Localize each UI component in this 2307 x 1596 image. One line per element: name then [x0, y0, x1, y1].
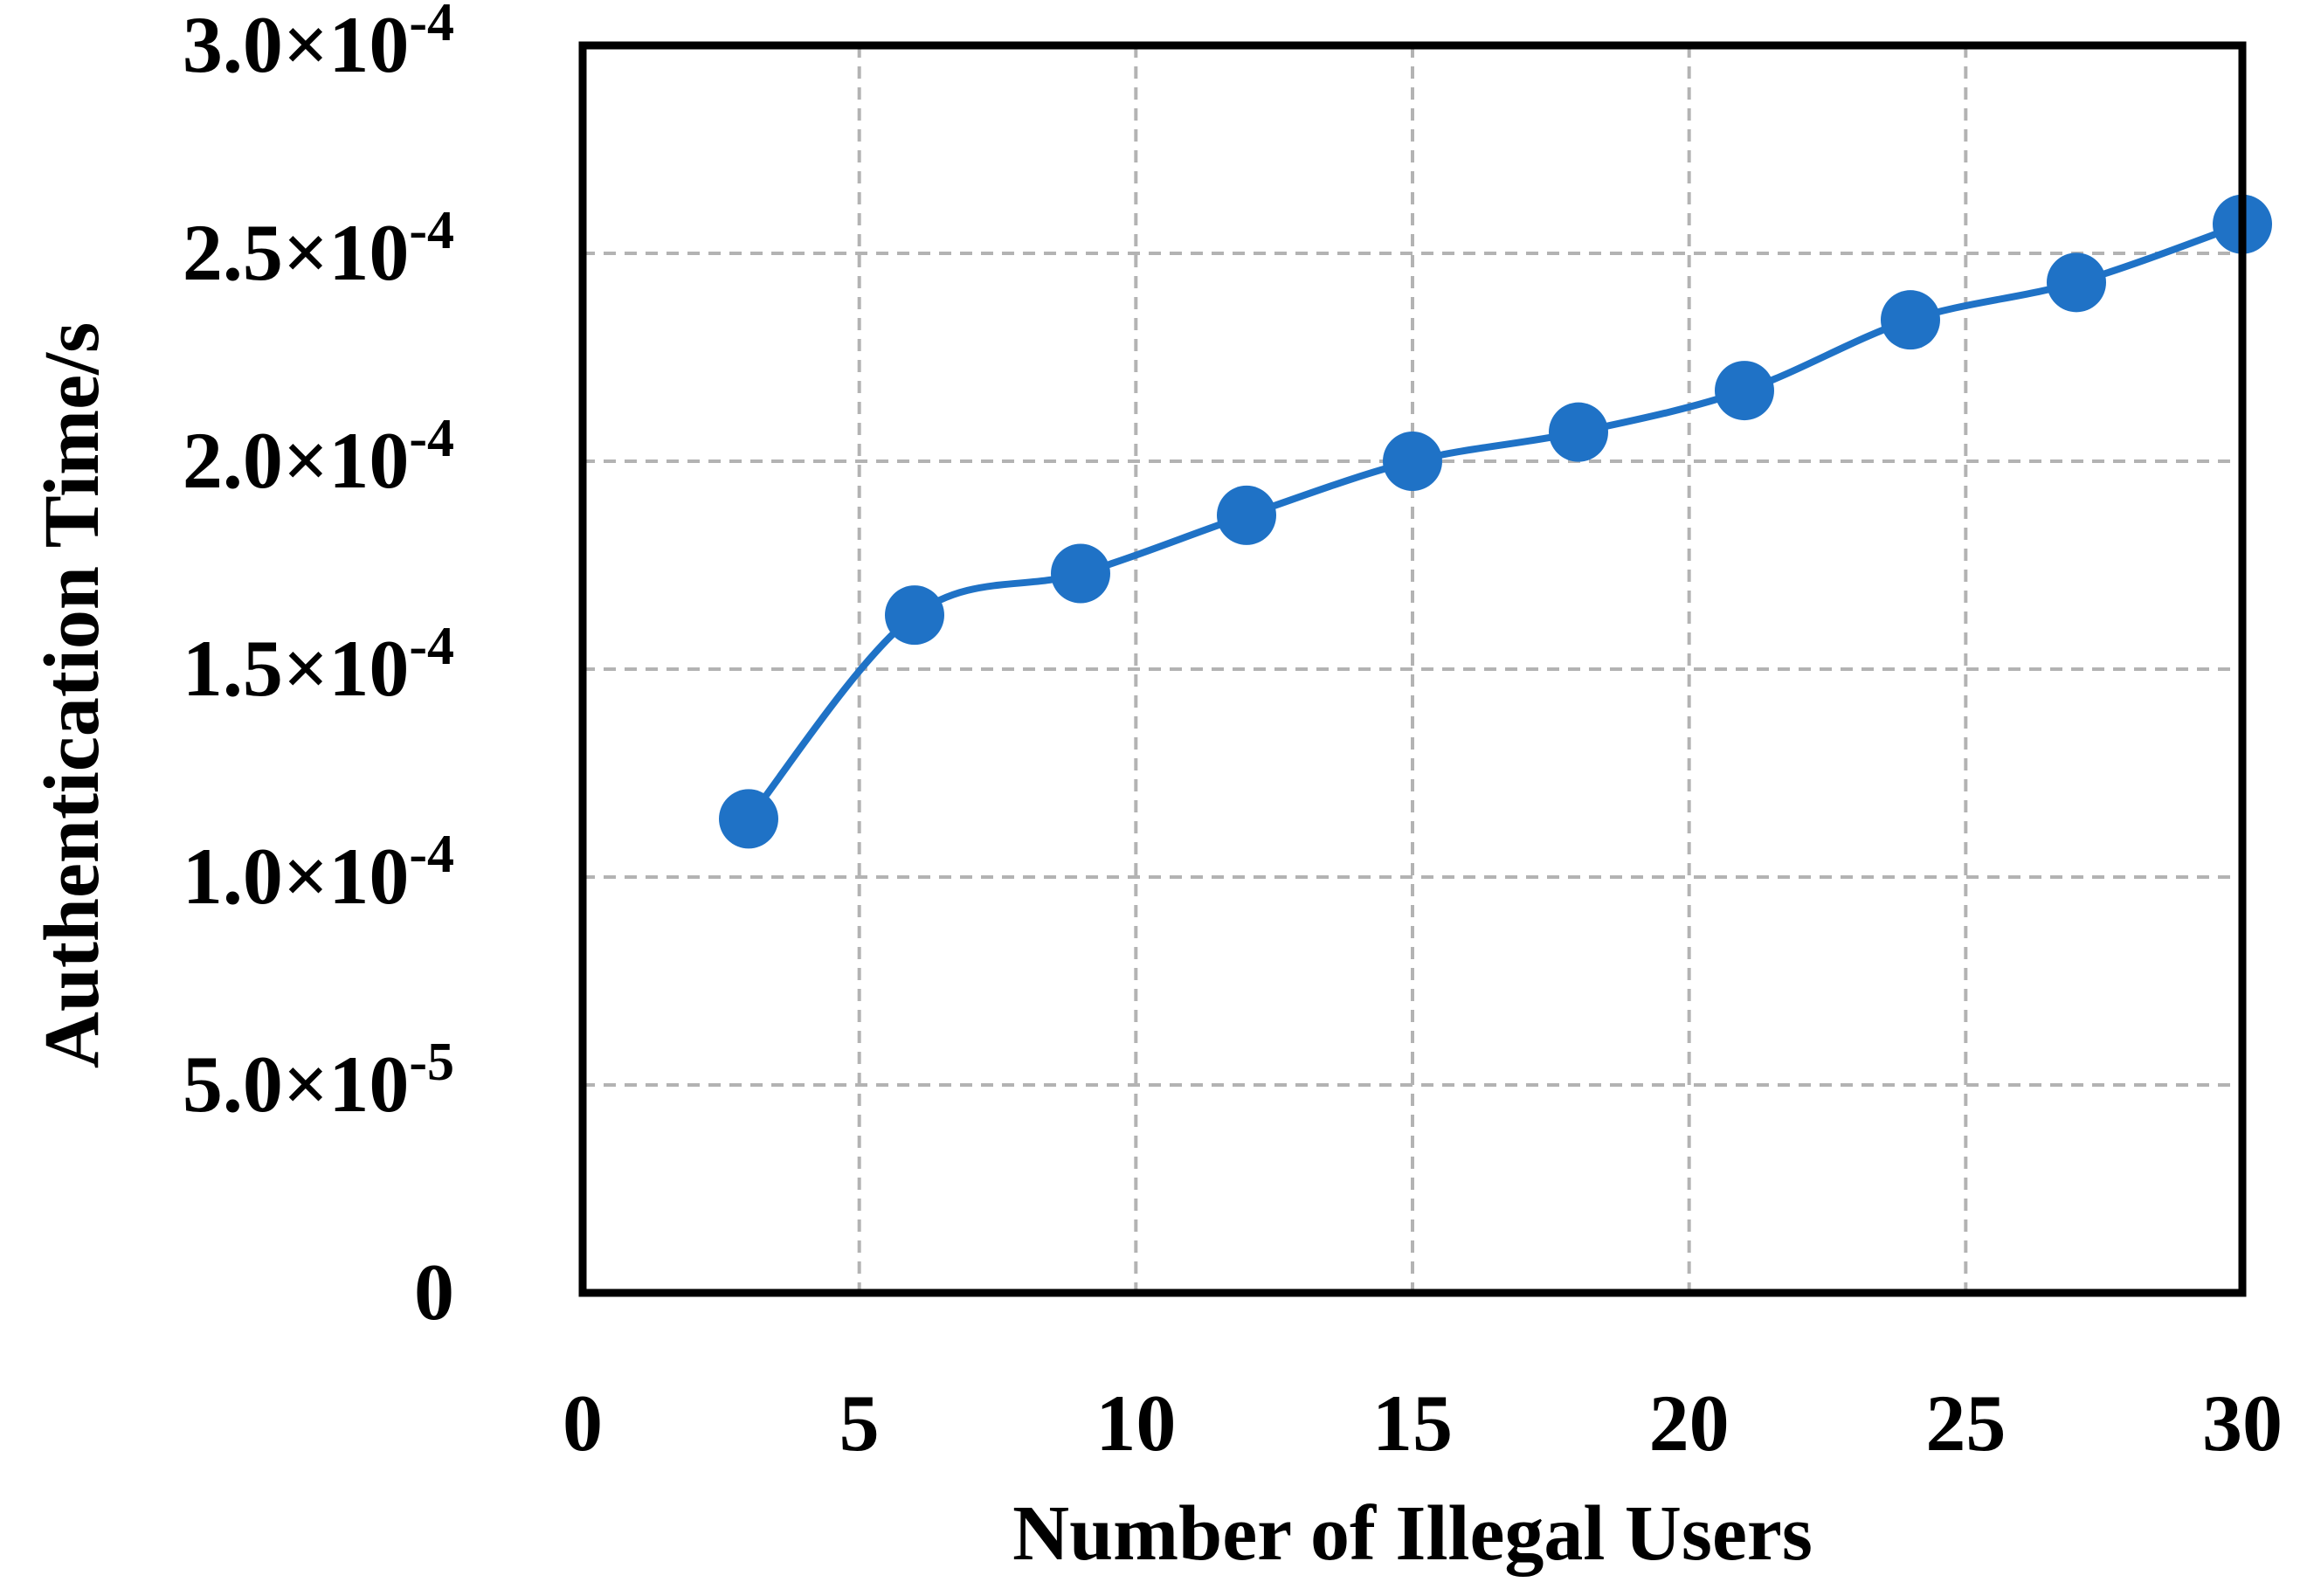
data-point-marker [1217, 485, 1276, 545]
data-point-marker [885, 585, 944, 646]
data-point-marker [1881, 290, 1940, 350]
x-tick-label: 25 [1925, 1378, 2006, 1468]
data-point-marker [1383, 432, 1442, 491]
data-point-marker [1715, 361, 1774, 421]
y-tick-labels: 0 5.0×10-5 1.0×10-4 1.5×10-4 2.0×10-4 2.5×10-… [183, 0, 454, 1337]
data-point-marker [1549, 402, 1608, 462]
x-tick-labels: 0 5 10 15 20 25 30 [563, 1378, 2283, 1468]
x-tick-label: 5 [839, 1378, 880, 1468]
plot-area-frame [578, 41, 2247, 1297]
x-tick-label: 10 [1095, 1378, 1176, 1468]
y-tick-label: 5.0×10-5 [183, 1033, 454, 1129]
x-tick-label: 20 [1649, 1378, 1730, 1468]
grid-lines [583, 45, 2242, 1293]
y-tick-label: 1.0×10-4 [183, 825, 454, 921]
y-tick-label: 0 [414, 1247, 454, 1337]
series-line [745, 220, 2244, 821]
data-point-marker [2047, 252, 2106, 313]
series-group [719, 194, 2272, 849]
x-tick-label: 0 [563, 1378, 603, 1468]
x-tick-label: 30 [2202, 1378, 2283, 1468]
y-tick-label: 3.0×10-4 [183, 0, 454, 89]
x-axis-title: Number of Illegal Users [1012, 1490, 1813, 1577]
y-tick-label: 2.5×10-4 [183, 201, 454, 297]
data-point-marker [1051, 543, 1110, 604]
x-tick-label: 15 [1372, 1378, 1453, 1468]
y-tick-label: 1.5×10-4 [183, 617, 454, 713]
y-axis-title: Authentication Time/s [29, 322, 115, 1068]
y-tick-label: 2.0×10-4 [183, 409, 454, 505]
data-point-marker [719, 789, 778, 849]
